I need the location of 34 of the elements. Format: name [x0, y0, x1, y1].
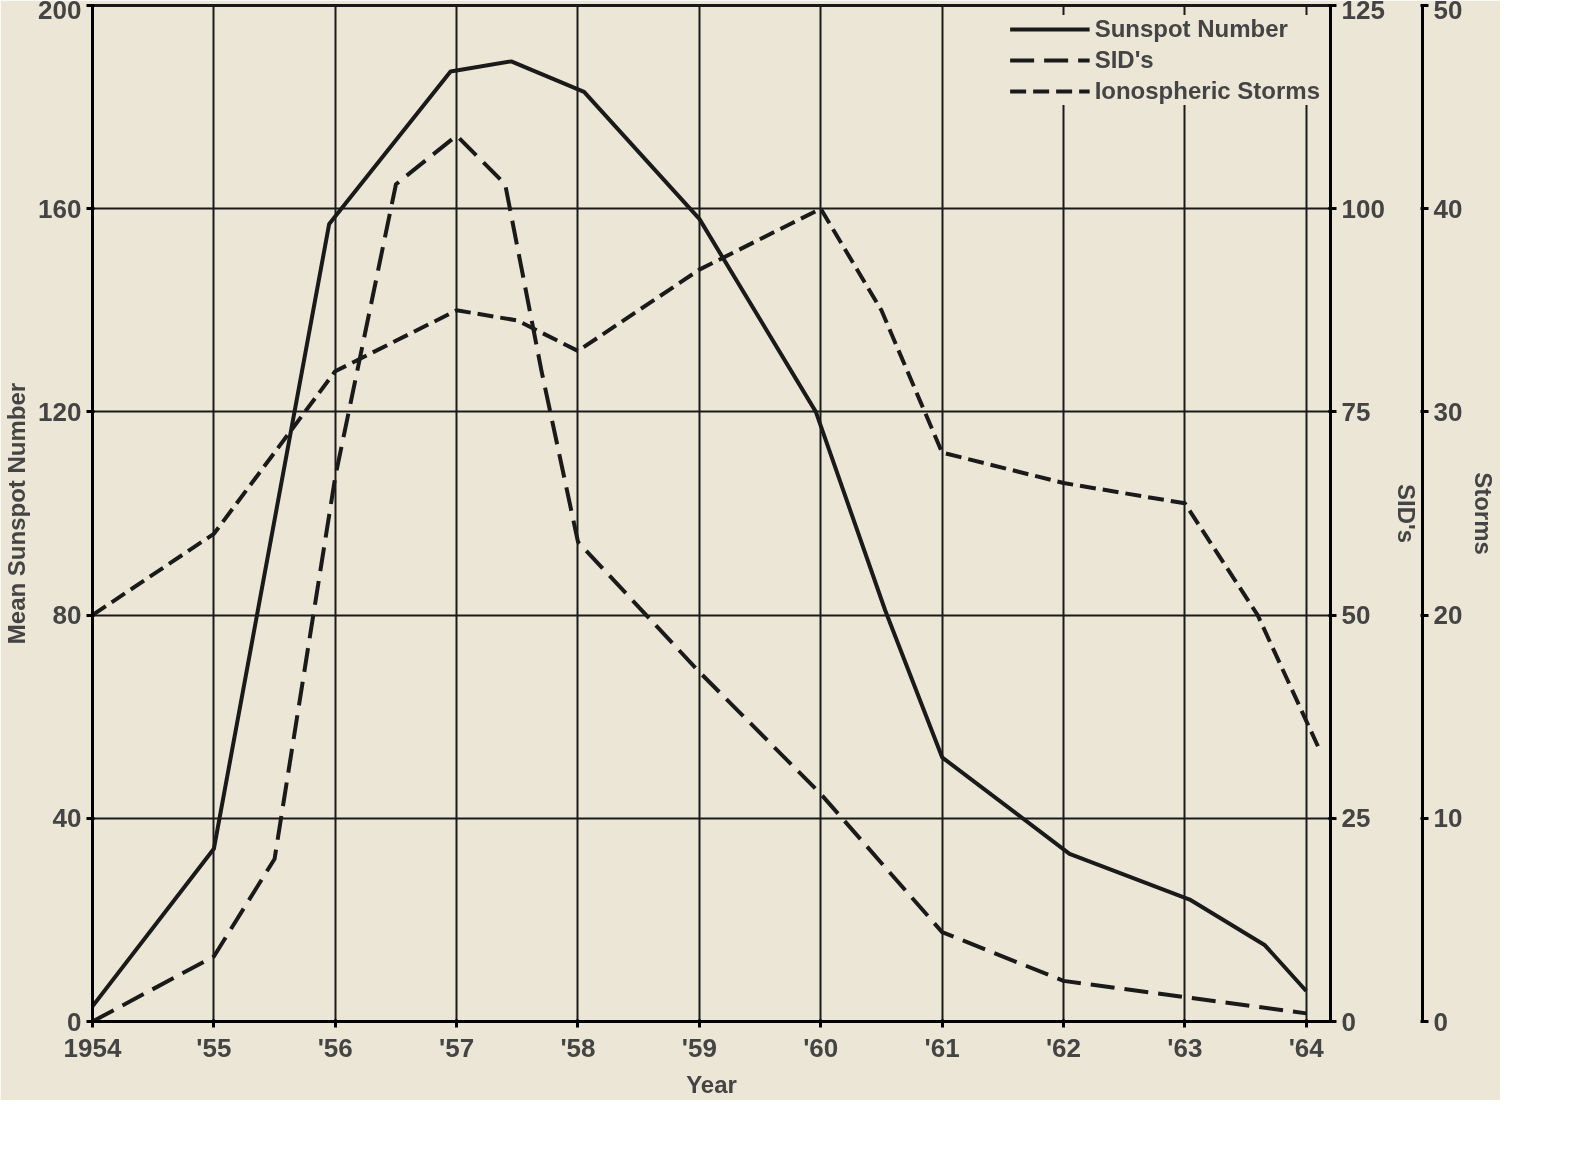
y-tick-label: 40 — [52, 803, 82, 834]
y2-tick-label: 125 — [1341, 0, 1385, 25]
y3-tick-label: 20 — [1433, 600, 1463, 631]
x-tick-label: '62 — [1045, 1032, 1082, 1063]
x-tick-label: '64 — [1288, 1032, 1325, 1063]
y-tick-label: 120 — [38, 396, 82, 427]
x-tick-label: '56 — [317, 1032, 353, 1063]
x-tick-label: '63 — [1167, 1032, 1203, 1063]
legend-label: Sunspot Number — [1094, 15, 1288, 43]
y-tick-label: 160 — [38, 193, 82, 224]
y-tick-label: 80 — [52, 600, 82, 631]
x-tick-label: '60 — [803, 1032, 839, 1063]
y2-tick-label: 75 — [1341, 396, 1371, 427]
x-tick-label: '57 — [439, 1032, 475, 1063]
y3-tick-label: 50 — [1433, 0, 1463, 25]
x-tick-label: '61 — [924, 1032, 960, 1063]
y3-axis-title: Storms — [1470, 472, 1498, 555]
x-tick-label: '55 — [196, 1032, 232, 1063]
y2-tick-label: 50 — [1341, 600, 1371, 631]
legend-label: Ionospheric Storms — [1094, 77, 1320, 105]
y2-tick-label: 25 — [1341, 803, 1371, 834]
y2-tick-label: 0 — [1341, 1006, 1356, 1037]
x-axis-title: Year — [686, 1070, 737, 1098]
y3-tick-label: 30 — [1433, 396, 1463, 427]
legend-label: SID's — [1094, 46, 1154, 74]
y-axis-title: Mean Sunspot Number — [3, 382, 31, 645]
y2-axis-title: SID's — [1392, 483, 1420, 544]
x-tick-label: '58 — [560, 1032, 596, 1063]
x-tick-label: '59 — [681, 1032, 717, 1063]
y-tick-label: 200 — [38, 0, 82, 25]
y3-tick-label: 10 — [1433, 803, 1463, 834]
y3-tick-label: 0 — [1433, 1006, 1448, 1037]
y2-tick-label: 100 — [1341, 193, 1385, 224]
y3-tick-label: 40 — [1433, 193, 1463, 224]
